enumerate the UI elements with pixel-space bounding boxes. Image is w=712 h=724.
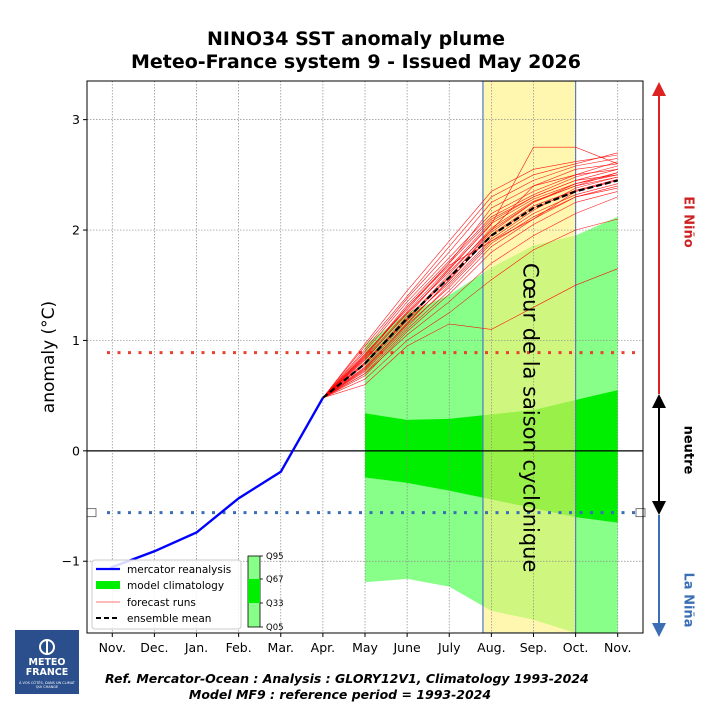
forecast-run-line	[322, 172, 618, 399]
forecast-run-line	[322, 180, 618, 399]
legend-label: model climatology	[127, 580, 224, 592]
legend-swatch-climatology	[96, 581, 120, 589]
quantile-label: Q95	[266, 552, 284, 562]
chart-title: NINO34 SST anomaly plume Meteo-France sy…	[0, 28, 712, 74]
forecast-run-line	[322, 218, 618, 399]
logo-mark-icon	[39, 639, 55, 655]
side-label-neutre: neutre	[681, 426, 696, 475]
chart-title-line2: Meteo-France system 9 - Issued May 2026	[130, 51, 581, 73]
quantile-bar-core	[248, 579, 260, 603]
forecast-run-line	[322, 187, 618, 399]
x-tick-label: May	[352, 640, 378, 655]
chart-footer: Ref. Mercator-Ocean : Analysis : GLORY12…	[105, 671, 589, 703]
x-tick-label: Nov.	[99, 640, 126, 655]
x-tick-label: Feb.	[226, 640, 252, 655]
x-tick-label: Oct.	[563, 640, 589, 655]
y-tick-label: 0	[72, 443, 80, 458]
quantile-label: Q33	[266, 599, 284, 609]
x-tick-label: June	[393, 640, 422, 655]
logo-tagline: À VOS CÔTÉS, DANS UN CLIMAT QUI CHANGE	[19, 681, 75, 689]
y-tick-label: −1	[62, 554, 80, 569]
el-nino-arrow-icon	[652, 82, 666, 96]
highlight-label: Cœur de la saison cyclonique	[518, 263, 542, 572]
forecast-run-line	[322, 152, 618, 398]
meteo-france-logo: METEO FRANCE À VOS CÔTÉS, DANS UN CLIMAT…	[15, 630, 79, 694]
footer-model: Model MF9 : reference period = 1993-2024	[188, 687, 492, 702]
y-tick-label: 1	[72, 333, 80, 348]
logo-line2: FRANCE	[25, 667, 69, 678]
forecast-run-line	[322, 185, 618, 399]
forecast-run-line	[322, 154, 618, 398]
x-tick-label: July	[437, 640, 461, 655]
forecast-run-line	[322, 196, 618, 399]
y-tick-label: 2	[72, 223, 80, 238]
side-label-el-nino: El Niño	[681, 196, 696, 247]
la-nina-arrow-icon	[652, 623, 666, 637]
x-tick-label: Sep.	[520, 640, 548, 655]
chart-title-line1: NINO34 SST anomaly plume	[206, 28, 506, 50]
legend-label: forecast runs	[127, 597, 196, 609]
x-tick-label: Jan.	[184, 640, 208, 655]
side-label-la-nina: La Niña	[681, 573, 696, 628]
reanalysis-line	[109, 397, 324, 570]
x-tick-label: Mar.	[268, 640, 294, 655]
quantile-label: Q05	[266, 623, 284, 633]
forecast-run-line	[322, 183, 618, 399]
neutre-arrow-up-icon	[652, 394, 666, 408]
logo-line1: METEO	[28, 657, 66, 668]
x-tick-label: Dec.	[140, 640, 168, 655]
forecast-run-line	[322, 158, 618, 398]
legend-label: ensemble mean	[127, 613, 211, 625]
quantile-label: Q67	[266, 575, 284, 585]
y-tick-label: 3	[72, 112, 80, 127]
y-axis-label: anomaly (°C)	[39, 301, 59, 413]
threshold-marker-right	[635, 508, 646, 518]
x-tick-label: Apr.	[311, 640, 335, 655]
x-tick-label: Nov.	[604, 640, 631, 655]
forecast-run-line	[322, 163, 618, 399]
forecast-run-line	[322, 191, 618, 399]
forecast-run-line	[322, 165, 618, 399]
forecast-run-line	[322, 174, 618, 399]
threshold-marker-left	[86, 508, 97, 518]
forecast-run-line	[322, 268, 618, 399]
ensemble-mean-line	[322, 179, 618, 399]
footer-reference: Ref. Mercator-Ocean : Analysis : GLORY12…	[105, 671, 589, 686]
neutre-arrow-down-icon	[652, 501, 666, 515]
x-tick-label: Aug.	[477, 640, 505, 655]
legend-box	[91, 559, 242, 630]
highlight-period	[482, 81, 577, 633]
forecast-run-line	[322, 176, 618, 399]
legend-label: mercator reanalysis	[127, 564, 231, 576]
